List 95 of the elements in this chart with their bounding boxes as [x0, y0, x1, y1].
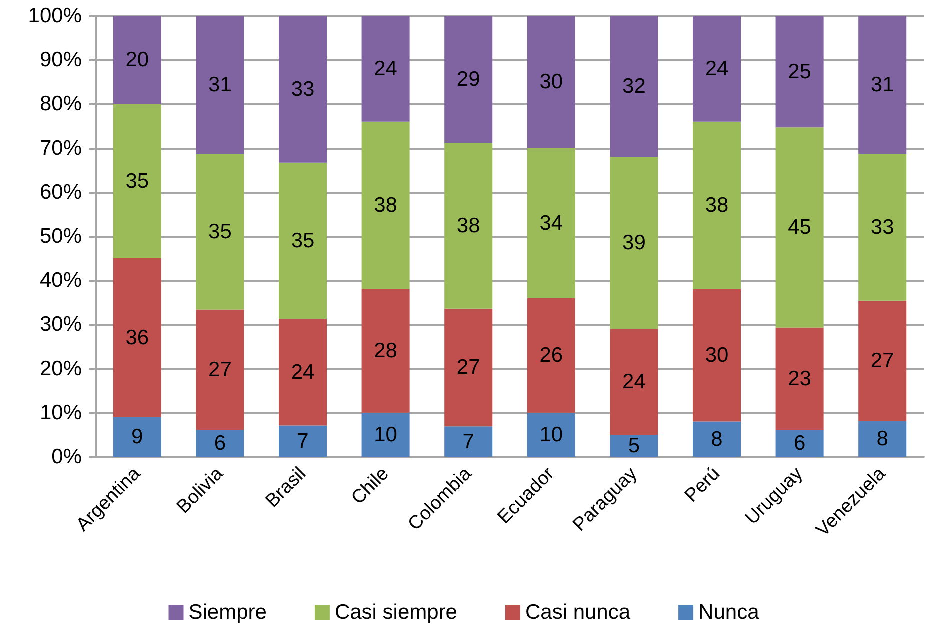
legend-label: Casi nunca	[525, 601, 631, 624]
data-label: 30	[705, 344, 729, 368]
bar	[362, 412, 410, 457]
bar	[278, 426, 328, 457]
data-label: 32	[622, 75, 646, 98]
data-label: 33	[870, 216, 894, 239]
bar	[196, 310, 244, 430]
bar	[692, 422, 742, 457]
data-label: 39	[622, 232, 646, 255]
data-label: 35	[208, 220, 232, 244]
data-label: 35	[291, 229, 315, 252]
bar	[113, 16, 162, 104]
data-label: 33	[291, 78, 315, 101]
y-tick-label: 80%	[40, 92, 82, 116]
y-tick-label: 60%	[40, 180, 82, 204]
bar	[362, 122, 410, 290]
data-label: 7	[462, 430, 474, 454]
legend-label: Nunca	[698, 601, 760, 624]
bar	[610, 16, 658, 158]
y-tick-label: 100%	[28, 4, 82, 28]
y-tick-label: 90%	[40, 48, 82, 72]
data-label: 10	[374, 423, 398, 446]
bar	[278, 318, 328, 426]
data-label: 24	[374, 57, 398, 80]
data-label: 34	[540, 212, 564, 235]
data-label: 24	[622, 370, 646, 394]
data-label: 36	[126, 326, 150, 350]
data-label: 24	[705, 57, 729, 80]
data-label: 28	[374, 340, 398, 363]
data-label: 8	[711, 428, 723, 451]
y-tick-label: 10%	[40, 401, 82, 424]
bar	[196, 154, 244, 310]
data-label: 31	[870, 74, 894, 97]
data-label: 29	[456, 68, 480, 92]
bar	[610, 434, 658, 457]
data-label: 6	[214, 432, 226, 456]
y-tick-label: 70%	[40, 136, 82, 160]
y-tick-label: 40%	[40, 269, 82, 292]
bar	[692, 16, 742, 122]
data-label: 27	[456, 356, 480, 380]
data-label: 5	[628, 434, 640, 458]
data-label: 45	[788, 216, 812, 240]
data-label: 35	[126, 170, 150, 193]
data-label: 7	[297, 430, 309, 453]
data-label: 38	[374, 194, 398, 218]
legend-label: Casi siempre	[334, 601, 458, 624]
y-tick-label: 0%	[52, 446, 82, 468]
data-label: 30	[540, 70, 564, 94]
data-label: 23	[788, 367, 812, 390]
bar	[527, 298, 576, 413]
bar	[776, 328, 824, 430]
data-label: 6	[794, 432, 806, 456]
bar	[858, 421, 907, 457]
data-label: 10	[540, 423, 564, 446]
y-tick-label: 50%	[40, 225, 82, 248]
bar	[113, 104, 162, 259]
legend-label: Siempre	[188, 601, 267, 624]
data-label: 38	[705, 194, 729, 218]
data-label: 38	[456, 214, 480, 238]
bar	[444, 308, 493, 427]
bar	[776, 430, 824, 457]
bar	[858, 300, 907, 422]
bar	[362, 16, 410, 122]
bar	[858, 154, 907, 301]
y-tick-label: 30%	[40, 313, 82, 336]
bar	[196, 16, 244, 154]
bar	[776, 16, 824, 128]
bar	[692, 122, 742, 290]
bar	[858, 16, 907, 154]
y-tick-label: 20%	[40, 357, 82, 380]
bar	[527, 16, 576, 148]
bar	[610, 157, 658, 330]
bar	[692, 289, 742, 422]
data-label: 27	[870, 350, 894, 373]
data-label: 20	[126, 48, 150, 72]
bar	[113, 258, 162, 418]
bar	[527, 412, 576, 457]
bar	[278, 162, 328, 319]
bar	[444, 426, 493, 457]
data-label: 8	[876, 428, 888, 451]
bar	[776, 128, 824, 328]
data-label: 24	[291, 360, 315, 384]
bar	[444, 16, 493, 144]
data-label: 27	[208, 358, 232, 382]
data-label: 9	[132, 426, 144, 449]
data-label: 26	[540, 344, 564, 368]
bar	[196, 430, 244, 457]
data-label: 31	[208, 74, 232, 97]
bar	[113, 417, 162, 457]
bar	[610, 329, 658, 435]
bar	[444, 143, 493, 309]
bar	[527, 148, 576, 298]
bar	[362, 289, 410, 413]
bar	[278, 16, 328, 163]
data-label: 25	[788, 60, 812, 84]
